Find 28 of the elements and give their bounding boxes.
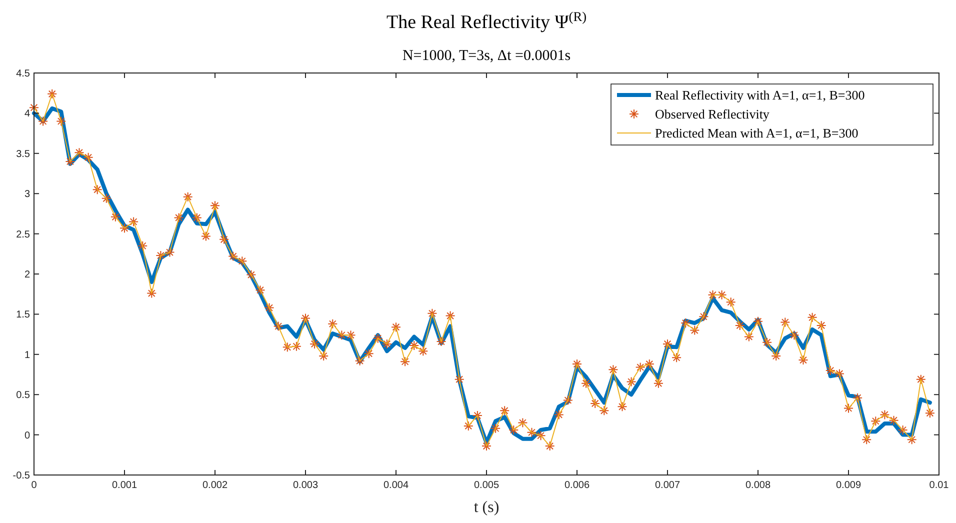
x-tick-label: 0.003 [292,480,318,491]
x-tick-label: 0.01 [929,480,950,491]
y-tick-label: 1 [24,350,30,361]
y-tick-label: 3.5 [16,148,30,160]
y-tick-label: 4 [24,108,30,120]
y-tick-label: 0.5 [16,390,30,402]
x-tick-label: 0.001 [112,480,138,491]
x-tick-label: 0 [31,480,38,491]
y-tick-label: 3 [24,189,30,200]
y-tick-label: -0.5 [12,470,30,482]
x-tick-label: 0.004 [383,480,409,491]
legend-label: Observed Reflectivity [655,106,770,122]
legend-label: Real Reflectivity with A=1, α=1, B=300 [655,88,865,102]
x-tick-label: 0.009 [836,480,862,491]
x-tick-label: 0.008 [745,480,771,491]
x-tick-label: 0.002 [202,480,228,491]
x-tick-label: 0.005 [474,480,500,491]
chart-subtitle: N=1000, T=3s, Δt =0.0001s [402,48,571,64]
y-tick-label: 0 [24,430,30,442]
chart-title: The Real Reflectivity Ψ$^{(R)}$ [386,8,587,33]
y-tick-label: 2.5 [16,229,30,240]
legend-label: Predicted Mean with A=1, α=1, B=300 [655,126,858,140]
x-tick-label: 0.007 [654,480,680,491]
x-axis-title: t (s) [474,499,500,516]
y-tick-label: 2 [24,270,30,280]
y-tick-label: 1.5 [16,310,30,321]
y-tick-label: 4.5 [16,68,30,80]
x-tick-label: 0.006 [564,480,590,491]
